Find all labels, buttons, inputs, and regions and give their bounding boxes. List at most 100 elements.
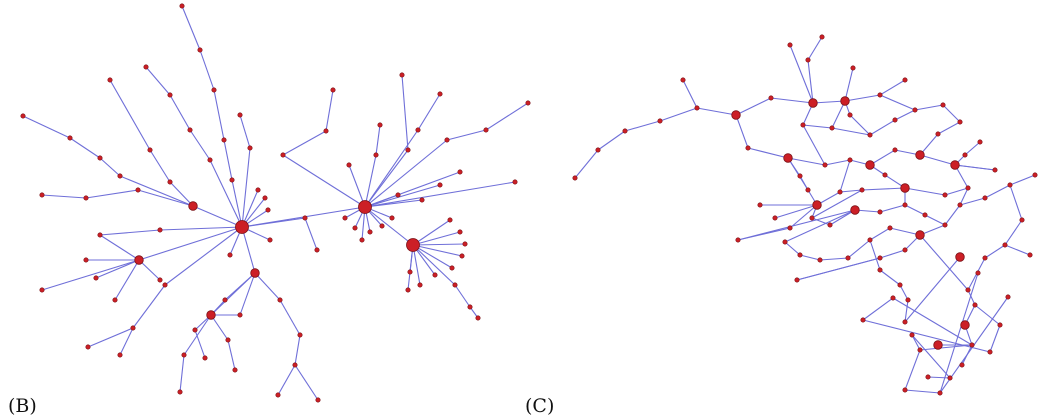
graph-node (415, 127, 421, 133)
graph-edge (937, 121, 961, 135)
graph-edge (282, 130, 327, 156)
graph-edge (964, 141, 981, 156)
graph-edge (954, 164, 996, 171)
branch-node (915, 230, 925, 240)
graph-edge (210, 314, 229, 341)
graph-edge (192, 205, 243, 228)
graph-edge (179, 354, 185, 393)
panel-label-b: (B) (8, 395, 37, 417)
graph-edge (904, 256, 961, 323)
graph-node (902, 77, 908, 83)
graph-node (135, 187, 141, 193)
graph-node (962, 152, 968, 158)
graph-edge (412, 219, 451, 246)
graph-edge (861, 187, 906, 191)
graph-node (969, 342, 975, 348)
graph-edge (959, 187, 969, 206)
graph-edge (879, 94, 916, 111)
graph-node (837, 189, 843, 195)
graph-edge (364, 199, 423, 208)
graph-edge (485, 102, 529, 131)
graph-node (277, 297, 283, 303)
branch-node (850, 205, 860, 215)
graph-node (457, 169, 463, 175)
graph-node (192, 327, 198, 333)
graph-edge (919, 234, 969, 291)
graph-node (157, 277, 163, 283)
graph-edge (799, 175, 809, 191)
graph-edge (241, 226, 256, 274)
graph-edge (839, 189, 863, 193)
graph-edge (796, 257, 881, 281)
graph-edge (904, 389, 941, 394)
graph-node (222, 297, 228, 303)
graph-edge (869, 119, 896, 136)
graph-node (97, 232, 103, 238)
graph-node (187, 127, 193, 133)
hub-node (235, 220, 249, 234)
graph-edge (412, 244, 453, 269)
graph-edge (959, 197, 986, 206)
graph-node (167, 179, 173, 185)
graph-node (940, 102, 946, 108)
graph-node (262, 195, 268, 201)
graph-node (352, 225, 358, 231)
graph-node (972, 302, 978, 308)
graph-node (117, 173, 123, 179)
graph-node (227, 252, 233, 258)
graph-edge (254, 272, 281, 301)
graph-edge (770, 97, 814, 104)
graph-node (822, 162, 828, 168)
graph-edge (807, 36, 823, 61)
graph-node (346, 162, 352, 168)
graph-edge (989, 324, 1001, 353)
graph-edge (984, 184, 1011, 199)
graph-edge (784, 241, 801, 256)
graph-edge (294, 364, 319, 401)
graph-edge (911, 334, 921, 351)
graph-edge (879, 249, 906, 259)
graph-edge (869, 239, 881, 271)
graph-node (595, 147, 601, 153)
graph-node (827, 222, 833, 228)
network-graph-b (20, 3, 531, 403)
graph-node (942, 222, 948, 228)
graph-node (83, 195, 89, 201)
graph-edge (119, 327, 134, 356)
graph-node (232, 367, 238, 373)
graph-edge (682, 79, 698, 109)
graph-edge (892, 297, 973, 346)
graph-edge (904, 187, 946, 196)
graph-node (937, 390, 943, 396)
graph-edge (401, 74, 409, 151)
graph-edge (454, 284, 471, 308)
graph-edge (169, 94, 191, 131)
graph-node (892, 147, 898, 153)
graph-node (457, 229, 463, 235)
graph-edge (412, 243, 466, 246)
graph-edge (364, 181, 516, 208)
branch-node (950, 160, 960, 170)
graph-edge (919, 154, 956, 166)
graph-edge (145, 66, 171, 96)
graph-edge (879, 204, 906, 213)
graph-edge (889, 227, 921, 236)
branch-node (915, 150, 925, 160)
graph-edge (862, 297, 894, 321)
graph-node (130, 325, 136, 331)
graph-node (992, 167, 998, 173)
branch-node (134, 255, 144, 265)
graph-edge (844, 94, 881, 102)
graph-node (237, 112, 243, 118)
branch-node (955, 252, 965, 262)
graph-node (735, 237, 741, 243)
graph-edge (789, 44, 814, 104)
graph-node (947, 375, 953, 381)
graph-node (768, 95, 774, 101)
graph-node (483, 127, 489, 133)
graph-node (432, 272, 438, 278)
graph-node (229, 177, 235, 183)
graph-edge (446, 129, 487, 141)
graph-edge (223, 139, 233, 181)
